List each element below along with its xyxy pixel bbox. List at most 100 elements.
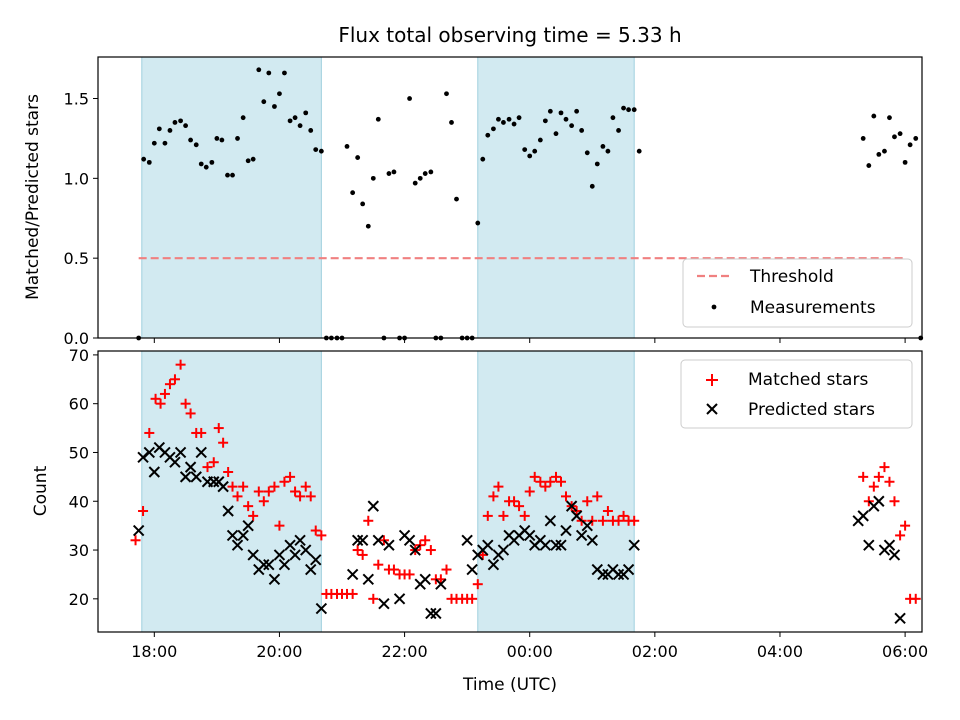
measurement-point <box>892 134 897 140</box>
predicted-star-point <box>372 534 385 546</box>
top-panel: 0.0 0.5 1.0 1.5 Matched/Predicted stars Thr… <box>23 56 924 348</box>
shaded-interval <box>477 350 635 633</box>
matched-star-point <box>889 496 900 507</box>
matched-star-point <box>279 476 290 487</box>
matched-star-point <box>274 520 285 531</box>
matched-star-point <box>582 496 593 507</box>
measurement-point <box>616 128 621 133</box>
predicted-star-point <box>863 539 875 551</box>
x-tick-label: 20:00 <box>256 642 302 661</box>
matched-star-point <box>202 462 213 473</box>
measurement-point <box>496 116 501 122</box>
predicted-star-point <box>310 554 322 566</box>
measurement-point <box>240 115 246 121</box>
measurement-point <box>365 223 371 229</box>
measurement-point <box>386 171 392 176</box>
predicted-star-point <box>539 539 552 551</box>
matched-star-point <box>488 491 499 502</box>
matched-star-point <box>472 579 483 590</box>
matched-star-point <box>592 491 603 502</box>
predicted-star-point <box>132 524 145 537</box>
measurement-point <box>860 136 866 141</box>
measurement-point <box>235 136 240 141</box>
measurement-point <box>209 159 215 165</box>
predicted-star-point <box>570 510 583 522</box>
top-y-axis-label: Matched/Predicted stars <box>23 94 43 300</box>
measurement-point <box>594 161 600 167</box>
matched-star-point <box>602 506 613 517</box>
predicted-star-point <box>497 544 510 556</box>
measurement-point <box>162 140 168 146</box>
matched-star-point <box>310 525 321 536</box>
matched-star-point <box>300 481 311 492</box>
measurement-point <box>913 136 919 141</box>
predicted-star-point <box>278 558 291 571</box>
legend-threshold-label: Threshold <box>749 267 834 287</box>
measurement-point <box>605 148 611 154</box>
predicted-star-point <box>466 563 478 576</box>
matched-star-point <box>493 481 504 492</box>
measurement-point <box>355 155 361 160</box>
predicted-star-point <box>315 602 328 615</box>
matched-star-point <box>263 486 274 497</box>
x-tick-label: 04:00 <box>757 642 803 661</box>
predicted-star-point <box>575 529 588 542</box>
measurement-point <box>610 115 616 121</box>
matched-star-point <box>164 379 175 390</box>
measurement-point <box>308 128 314 133</box>
measurement-point <box>527 153 533 159</box>
matched-star-point <box>477 549 488 560</box>
measurement-point <box>250 156 256 162</box>
predicted-star-point <box>222 505 234 517</box>
top-axes-frame <box>97 56 923 339</box>
measurement-point <box>350 190 356 196</box>
matched-star-point <box>150 393 161 404</box>
matched-star-point <box>435 574 446 585</box>
measurement-point <box>626 107 631 113</box>
matched-star-point <box>529 471 540 482</box>
matched-star-point <box>858 471 869 482</box>
matched-star-point <box>243 501 254 512</box>
predicted-star-point <box>184 461 197 473</box>
matched-star-point <box>555 476 566 487</box>
predicted-star-point <box>425 607 437 620</box>
y-tick-label: 0.5 <box>64 249 89 268</box>
predicted-star-point <box>263 558 275 571</box>
measurement-point <box>558 110 564 116</box>
top-legend: Threshold Measurements <box>682 258 913 328</box>
matched-star-point <box>363 515 374 526</box>
predicted-star-point <box>430 607 442 620</box>
matched-star-point <box>895 530 906 541</box>
matched-star-point <box>373 559 384 570</box>
measurement-point <box>313 147 319 153</box>
matched-star-point <box>223 466 234 477</box>
predicted-star-point <box>169 456 181 468</box>
x-tick-label: 06:00 <box>882 642 928 661</box>
predicted-star-point <box>883 539 896 551</box>
matched-star-point <box>218 437 229 448</box>
measurement-point <box>621 105 626 111</box>
matched-star-point <box>352 545 363 556</box>
y-tick-label: 40 <box>69 492 89 511</box>
measurement-point <box>569 123 575 129</box>
x-tick-label: 00:00 <box>507 642 553 661</box>
measurement-point <box>193 142 199 148</box>
matched-star-point <box>357 549 368 560</box>
matched-star-point <box>316 530 327 541</box>
measurement-point <box>902 159 908 165</box>
matched-star-point <box>208 457 219 468</box>
predicted-star-point <box>597 568 609 581</box>
matched-star-point <box>910 593 921 604</box>
predicted-star-point <box>247 549 259 561</box>
matched-star-point <box>884 476 895 487</box>
matched-star-point <box>269 481 280 492</box>
measurement-point <box>542 118 548 124</box>
matched-star-point <box>420 535 431 546</box>
legend-matched-swatch <box>706 374 718 386</box>
matched-star-point <box>509 496 520 507</box>
measurement-point <box>876 151 882 157</box>
legend-measurements-swatch <box>711 304 717 310</box>
measurement-point <box>266 70 272 76</box>
measurement-point <box>230 172 235 178</box>
count-points <box>130 359 921 625</box>
